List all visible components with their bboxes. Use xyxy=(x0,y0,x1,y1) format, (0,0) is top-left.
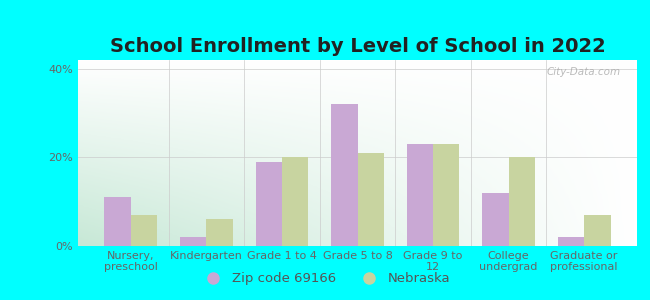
Bar xyxy=(508,158,535,246)
Bar xyxy=(358,153,384,246)
Bar xyxy=(482,193,508,246)
Bar xyxy=(407,144,433,246)
Bar xyxy=(105,197,131,246)
Bar xyxy=(255,162,282,246)
Bar xyxy=(331,104,358,246)
Text: City-Data.com: City-Data.com xyxy=(546,68,620,77)
Bar xyxy=(433,144,460,246)
Bar xyxy=(207,219,233,246)
Legend: Zip code 69166, Nebraska: Zip code 69166, Nebraska xyxy=(195,267,455,290)
Bar xyxy=(282,158,308,246)
Title: School Enrollment by Level of School in 2022: School Enrollment by Level of School in … xyxy=(110,37,605,56)
Bar xyxy=(180,237,207,246)
Bar xyxy=(131,215,157,246)
Bar xyxy=(584,215,610,246)
Bar xyxy=(558,237,584,246)
